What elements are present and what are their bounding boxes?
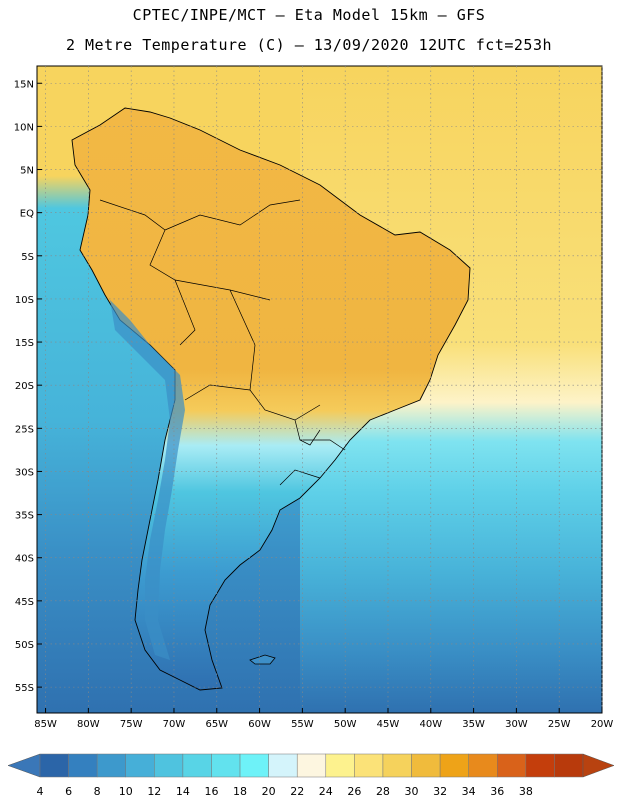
lat-tick-label: 30S <box>15 467 34 478</box>
colorbar-swatch <box>439 753 469 778</box>
colorbar-label: 32 <box>433 785 447 798</box>
colorbar-swatch <box>154 753 184 778</box>
lon-tick-label: 85W <box>34 719 57 730</box>
country-borders <box>99 199 346 486</box>
map-field <box>37 66 602 713</box>
lat-tick-label: 15N <box>14 79 34 90</box>
lat-tick-label: 20S <box>15 381 34 392</box>
lon-tick-label: 65W <box>205 719 228 730</box>
lat-tick-label: 40S <box>15 554 34 565</box>
lon-tick-label: 20W <box>591 719 614 730</box>
falkland-islands <box>249 654 276 665</box>
lat-tick-label: 5S <box>21 252 34 263</box>
colorbar-left-arrow <box>7 753 41 778</box>
colorbar-label: 26 <box>347 785 361 798</box>
colorbar-label: 6 <box>65 785 72 798</box>
colorbar-label: 14 <box>176 785 190 798</box>
colorbar-swatch <box>497 753 527 778</box>
lat-tick-label: 45S <box>15 597 34 608</box>
colorbar-swatch <box>211 753 241 778</box>
map-frame <box>36 65 603 714</box>
lon-tick-label: 30W <box>505 719 528 730</box>
lon-tick-label: 55W <box>291 719 314 730</box>
colorbar-swatch <box>268 753 298 778</box>
colorbar-label: 20 <box>262 785 276 798</box>
colorbar-swatch <box>468 753 498 778</box>
colorbar-swatch <box>525 753 555 778</box>
colorbar-label: 36 <box>490 785 504 798</box>
latitude-labels: 15N 10N 5N EQ 5S 10S 15S 20S 25S 30S 35S 40S 45S 50S 5… <box>14 79 34 694</box>
lon-tick-label: 75W <box>120 719 143 730</box>
lon-tick-label: 35W <box>462 719 485 730</box>
colorbar: 4 6 8 10 12 14 16 18 20 22 24 26 28 30 32 34 36 38 <box>7 753 615 798</box>
colorbar-swatch <box>182 753 212 778</box>
lon-tick-label: 80W <box>77 719 100 730</box>
colorbar-label: 30 <box>405 785 419 798</box>
lon-tick-label: 60W <box>248 719 271 730</box>
lon-tick-label: 50W <box>334 719 357 730</box>
colorbar-label: 38 <box>519 785 533 798</box>
lon-tick-label: 45W <box>377 719 400 730</box>
colorbar-swatch <box>39 753 69 778</box>
lat-tick-label: 5N <box>20 166 34 177</box>
colorbar-label: 24 <box>319 785 333 798</box>
colorbar-label: 28 <box>376 785 390 798</box>
lon-tick-label: 25W <box>548 719 571 730</box>
colorbar-label: 8 <box>94 785 101 798</box>
lat-tick-label: 15S <box>15 338 34 349</box>
longitude-labels: 85W 80W 75W 70W 65W 60W 55W 50W 45W 40W 35W 30W 25W 2… <box>34 719 613 730</box>
colorbar-swatch <box>239 753 269 778</box>
colorbar-swatch <box>411 753 441 778</box>
lat-tick-label: 10N <box>14 122 34 133</box>
gridlines <box>37 66 603 713</box>
andes-cold-strip <box>110 300 185 660</box>
colorbar-swatch <box>296 753 327 778</box>
lat-tick-label: 10S <box>15 295 34 306</box>
lon-tick-label: 40W <box>419 719 442 730</box>
lat-tick-label: 50S <box>15 640 34 651</box>
colorbar-right-arrow <box>582 753 615 778</box>
colorbar-label: 18 <box>233 785 247 798</box>
colorbar-swatch <box>354 753 384 778</box>
colorbar-label: 4 <box>37 785 44 798</box>
colorbar-swatch <box>554 753 584 778</box>
title-line-1: CPTEC/INPE/MCT – Eta Model 15km – GFS <box>132 6 486 24</box>
title-line-2: 2 Metre Temperature (C) – 13/09/2020 12U… <box>65 36 553 54</box>
lon-tick-label: 70W <box>163 719 186 730</box>
colorbar-label: 12 <box>147 785 161 798</box>
colorbar-swatch <box>96 753 126 778</box>
colorbar-label: 22 <box>290 785 304 798</box>
colorbar-label: 10 <box>119 785 133 798</box>
colorbar-label: 16 <box>204 785 218 798</box>
colorbar-swatch <box>68 753 98 778</box>
colorbar-swatch <box>325 753 355 778</box>
colorbar-swatch <box>382 753 412 778</box>
lat-tick-label: 35S <box>15 511 34 522</box>
lat-tick-label: 25S <box>15 424 34 435</box>
colorbar-label: 34 <box>462 785 476 798</box>
colorbar-swatch <box>125 753 155 778</box>
lat-tick-label: 55S <box>15 683 34 694</box>
lat-tick-label: EQ <box>20 209 34 220</box>
